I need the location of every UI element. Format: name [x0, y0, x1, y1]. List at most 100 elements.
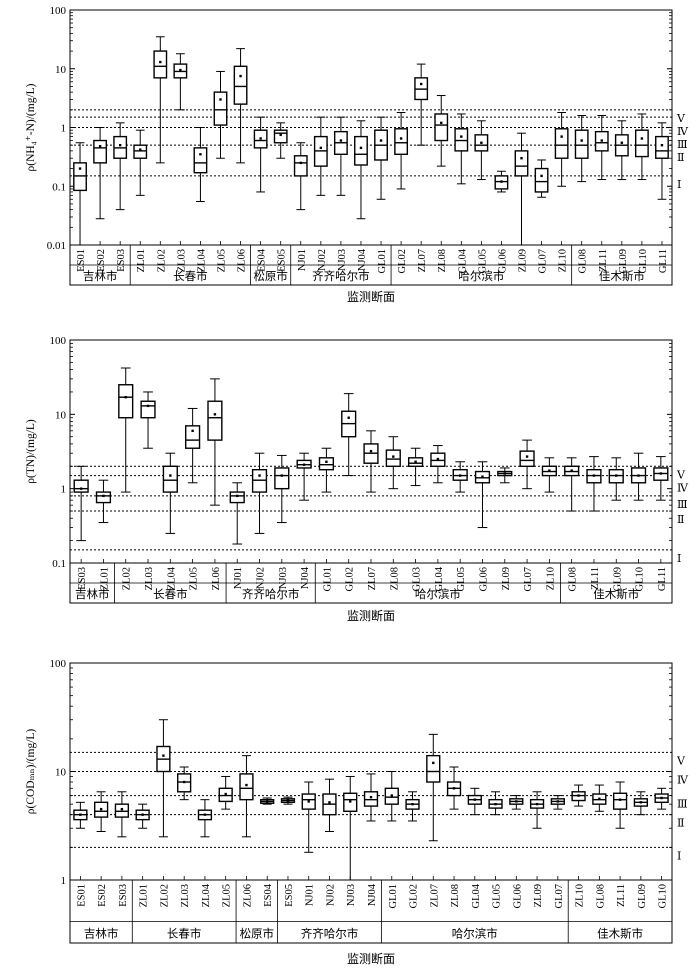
category-label: ES04 — [257, 248, 268, 272]
box-mean — [245, 783, 248, 787]
box-iqr — [274, 467, 290, 490]
box-GL10: GL10 — [630, 452, 647, 592]
box-ZL03: ZL03 — [177, 766, 192, 907]
box-ZL04: ZL04 — [162, 452, 178, 590]
box-GL07: GL07 — [534, 159, 549, 274]
box-mean — [203, 813, 207, 816]
category-label: NJ03 — [346, 884, 357, 906]
category-label: ES05 — [277, 249, 288, 272]
box-GL11: GL11 — [653, 456, 669, 591]
category-label: GL11 — [658, 249, 669, 273]
category-label: GL10 — [658, 884, 669, 909]
box-GL02: GL02 — [394, 112, 408, 274]
box-GL04: GL04 — [454, 113, 468, 274]
y-tick-label: 10 — [55, 409, 67, 421]
box-ZL11: ZL11 — [612, 781, 628, 907]
box-NJ03: NJ03 — [333, 116, 348, 271]
box-mean — [620, 141, 624, 144]
box-iqr — [133, 144, 148, 159]
box-mean — [540, 174, 543, 178]
box-mean — [239, 74, 242, 78]
box-GL03: GL03 — [407, 447, 424, 592]
box-mean — [347, 416, 350, 419]
category-label: ZL07 — [429, 884, 440, 907]
box-iqr — [514, 150, 529, 177]
category-label: NJ02 — [325, 884, 336, 906]
box-mean — [99, 807, 103, 811]
box-iqr — [207, 400, 223, 441]
box-ZL09: ZL09 — [497, 467, 513, 590]
y-tick-label: 1 — [61, 484, 67, 496]
box-ZL07: ZL07 — [426, 733, 441, 907]
box-mean — [369, 795, 373, 799]
box-ES05: ES05 — [280, 796, 296, 907]
category-label: NJ01 — [305, 884, 316, 906]
city-label: 吉林市 — [83, 269, 118, 283]
box-mean — [392, 455, 395, 458]
category-label: ZL09 — [501, 567, 512, 590]
box-ES03: ES03 — [113, 122, 127, 272]
box-NJ04: NJ04 — [296, 452, 312, 589]
y-tick-label: 10 — [55, 64, 67, 76]
box-GL10: GL10 — [654, 787, 669, 909]
box-mean — [577, 794, 580, 797]
y-axis-label: ρ(TN)/(mg/L) — [25, 419, 37, 484]
box-mean — [141, 813, 144, 816]
box-NJ02: NJ02 — [322, 778, 337, 906]
city-label: 齐齐哈尔市 — [312, 269, 370, 283]
box-mean — [615, 474, 618, 477]
box-ZL05: ZL05 — [218, 775, 233, 907]
box-mean — [436, 457, 440, 461]
box-mean — [79, 487, 83, 490]
box-mean — [659, 472, 663, 475]
box-iqr — [426, 754, 441, 783]
box-NJ01: NJ01 — [229, 482, 245, 589]
box-GL07: GL07 — [550, 795, 565, 909]
city-label: 佳木斯市 — [599, 269, 645, 283]
box-mean — [660, 143, 664, 147]
box-GL01: GL01 — [318, 447, 335, 592]
box-mean — [299, 161, 302, 165]
grade-label: Ⅱ — [677, 818, 684, 830]
y-tick-label: 1 — [61, 875, 67, 887]
box-mean — [139, 148, 142, 151]
box-ZL05: ZL05 — [213, 70, 228, 272]
box-iqr — [93, 139, 108, 164]
category-label: GL02 — [345, 567, 356, 592]
box-GL10: GL10 — [634, 113, 649, 274]
category-label: GL05 — [492, 884, 503, 909]
category-label: ZL05 — [217, 249, 228, 272]
category-label: ES02 — [96, 249, 107, 272]
box-ZL08: ZL08 — [446, 766, 462, 907]
box-mean — [124, 396, 127, 399]
grade-label: Ⅱ — [677, 152, 684, 164]
box-mean — [219, 98, 222, 101]
box-mean — [432, 761, 435, 765]
x-axis-label: 监测断面 — [347, 289, 395, 304]
box-mean — [319, 146, 323, 150]
y-tick-label: 10 — [55, 767, 67, 779]
category-label: ZL11 — [616, 884, 627, 907]
box-iqr — [434, 113, 449, 142]
grade-label: Ⅰ — [677, 850, 681, 862]
box-GL05: GL05 — [452, 461, 468, 592]
box-iqr — [229, 491, 245, 504]
category-label: GL05 — [477, 249, 488, 274]
box-NJ03: NJ03 — [343, 775, 358, 906]
box-mean — [213, 413, 217, 416]
city-label: 佳木斯市 — [593, 587, 639, 601]
plot-frame — [69, 339, 673, 604]
box-ZL03: ZL03 — [140, 391, 156, 590]
grade-label: Ⅳ — [677, 775, 689, 787]
box-mean — [182, 780, 186, 784]
city-label: 哈尔滨市 — [452, 926, 498, 940]
category-label: ZL07 — [367, 567, 378, 590]
category-label: GL07 — [554, 884, 565, 909]
plot-frame — [69, 662, 673, 944]
box-mean — [480, 141, 483, 144]
grade-label: Ⅴ — [676, 113, 686, 125]
y-tick-label: 0.1 — [52, 181, 66, 193]
category-label: ZL01 — [136, 249, 147, 272]
grade-label: Ⅳ — [677, 482, 689, 494]
box-ZL05: ZL05 — [185, 407, 201, 590]
